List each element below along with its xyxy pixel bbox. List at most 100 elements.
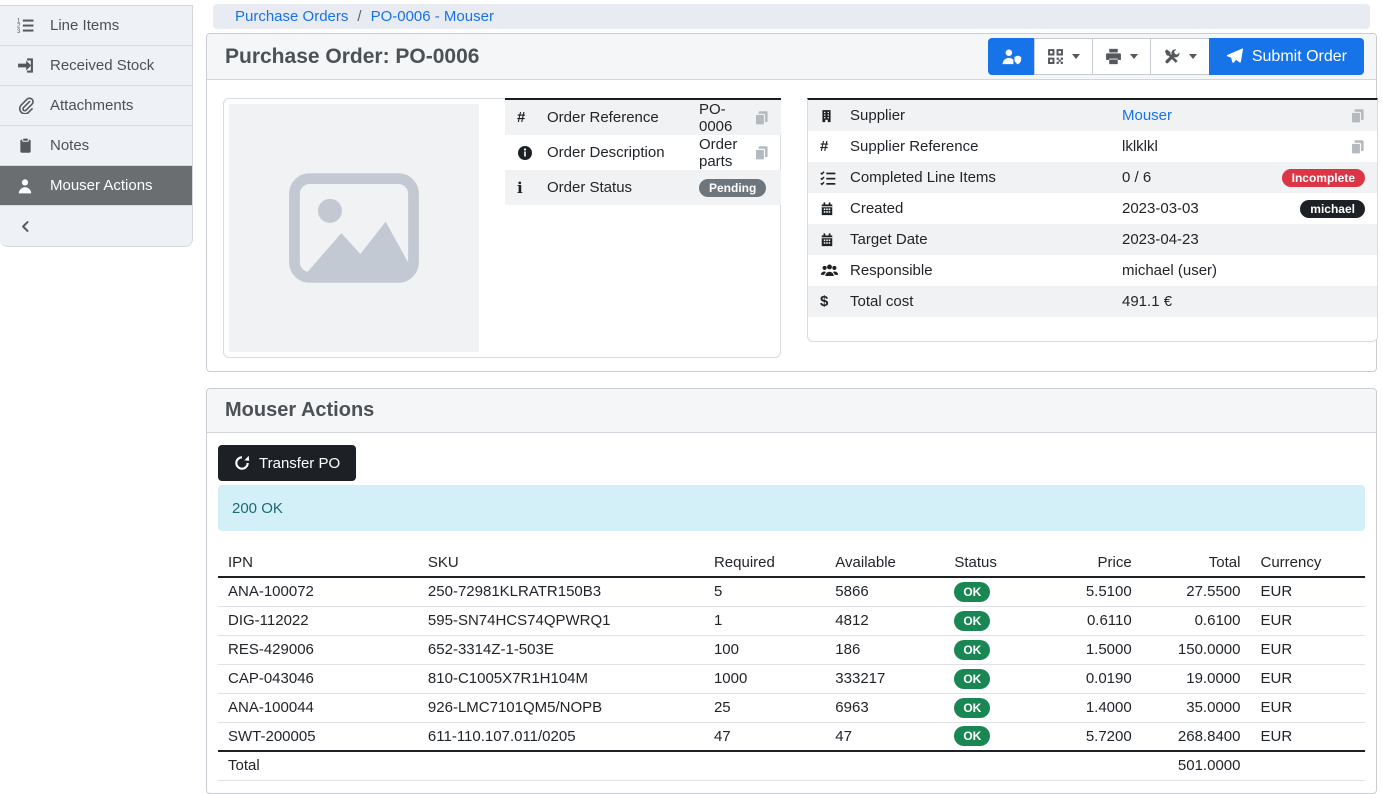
detail-label: Order Description (547, 144, 665, 161)
breadcrumb-link-current-order[interactable]: PO-0006 - Mouser (370, 8, 494, 25)
detail-value: Mouser (1122, 107, 1350, 124)
detail-label: Order Status (547, 179, 633, 196)
cell-ipn: RES-429006 (218, 635, 418, 665)
sidebar-collapse-button[interactable] (0, 206, 192, 246)
order-image-placeholder[interactable] (229, 104, 479, 352)
sidebar-item-received-stock[interactable]: Received Stock (0, 46, 192, 86)
cell-ipn: CAP-043046 (218, 664, 418, 694)
copy-icon[interactable] (754, 145, 769, 161)
ok-badge: OK (954, 639, 991, 660)
cell-sku: 250-72981KLRATR150B3 (417, 577, 704, 607)
detail-label: Completed Line Items (850, 169, 996, 186)
cell-total: 150.0000 (1141, 635, 1251, 665)
print-actions-button[interactable] (1091, 38, 1151, 75)
paper-plane-icon (1226, 48, 1252, 65)
mouser-actions-panel: Mouser Actions Transfer PO 200 OK IPN SK (206, 388, 1377, 794)
sidebar-item-label: Mouser Actions (50, 177, 153, 194)
cell-currency: EUR (1250, 664, 1365, 694)
ok-badge: OK (954, 610, 991, 631)
cell-price: 1.4000 (1075, 693, 1142, 723)
tools-icon (1163, 48, 1181, 65)
submit-order-button[interactable]: Submit Order (1208, 38, 1364, 75)
copy-icon[interactable] (1350, 139, 1365, 155)
cell-required: 25 (703, 693, 826, 723)
sidebar-item-label: Received Stock (50, 57, 155, 74)
created-row: Created 2023-03-03 michael (808, 193, 1377, 224)
ok-badge: OK (954, 726, 991, 747)
target-date-row: Target Date 2023-04-23 (808, 224, 1377, 255)
barcode-actions-button[interactable] (1033, 38, 1093, 75)
cell-price: 5.7200 (1075, 722, 1142, 752)
sidebar-item-attachments[interactable]: Attachments (0, 86, 192, 126)
users-icon (820, 263, 850, 278)
user-shield-icon (1001, 48, 1022, 65)
cell-price: 0.6110 (1075, 606, 1142, 636)
svg-text:2: 2 (17, 24, 20, 30)
panel-title: Mouser Actions (225, 399, 375, 421)
detail-label: Target Date (850, 231, 928, 248)
hashtag-icon: # (820, 138, 829, 155)
caret-down-icon (1129, 54, 1138, 59)
user-shield-button[interactable] (987, 38, 1035, 75)
cell-required: 100 (703, 635, 826, 665)
cell-available: 333217 (825, 664, 945, 694)
copy-icon[interactable] (1350, 108, 1365, 124)
detail-value: Order parts (699, 135, 738, 170)
supplier-link[interactable]: Mouser (1122, 107, 1173, 124)
sidebar-item-mouser-actions[interactable]: Mouser Actions (0, 166, 192, 206)
paperclip-icon (14, 97, 36, 114)
breadcrumb-link-purchase-orders[interactable]: Purchase Orders (235, 8, 349, 25)
ok-badge: OK (954, 581, 991, 602)
cell-available: 4812 (825, 606, 945, 636)
detail-value: michael (user) (1122, 262, 1218, 279)
order-status-row: i Order Status Pending (505, 170, 781, 205)
cell-sku: 611-110.107.011/0205 (417, 722, 704, 752)
supplier-row: Supplier Mouser (808, 100, 1377, 131)
status-alert: 200 OK (218, 485, 1365, 531)
cell-status: OK (944, 664, 1076, 694)
footer-total-label: Total (218, 750, 418, 781)
detail-label: Order Reference (547, 109, 659, 126)
cell-sku: 926-LMC7101QM5/NOPB (417, 693, 704, 723)
cell-total: 19.0000 (1141, 664, 1251, 694)
table-row: DIG-112022 595-SN74HCS74QPWRQ1 1 4812 OK… (218, 606, 1365, 636)
cell-status: OK (944, 722, 1076, 752)
column-header-required: Required (703, 548, 826, 578)
page-title: Purchase Order: PO-0006 (225, 44, 480, 68)
column-header-status: Status (944, 548, 1076, 578)
cell-sku: 595-SN74HCS74QPWRQ1 (417, 606, 704, 636)
user-badge: michael (1300, 199, 1365, 218)
sign-in-icon (14, 57, 36, 74)
cell-status: OK (944, 606, 1076, 636)
detail-label: Supplier (850, 107, 906, 124)
order-description-row: Order Description Order parts (505, 135, 781, 170)
calendar-icon (820, 232, 850, 248)
cell-price: 5.5100 (1075, 577, 1142, 607)
mouser-actions-header: Mouser Actions (207, 389, 1376, 433)
copy-icon[interactable] (754, 110, 769, 126)
detail-value: 2023-04-23 (1122, 231, 1199, 248)
line-items-table: IPN SKU Required Available Status Price … (218, 548, 1365, 781)
cell-status: OK (944, 693, 1076, 723)
order-summary-panel: # Order Reference PO-0006 Order Descript… (223, 98, 781, 358)
detail-label: Supplier Reference (850, 138, 979, 155)
table-row: CAP-043046 810-C1005X7R1H104M 1000 33321… (218, 664, 1365, 694)
column-header-price: Price (1075, 548, 1142, 578)
sidebar-item-label: Line Items (50, 17, 120, 34)
total-cost-row: $ Total cost 491.1 € (808, 286, 1377, 317)
purchase-order-header: Purchase Order: PO-0006 (207, 34, 1376, 80)
cell-ipn: ANA-100072 (218, 577, 418, 607)
order-toolbar: Submit Order (987, 38, 1364, 75)
order-actions-button[interactable] (1149, 38, 1210, 75)
sidebar-item-notes[interactable]: Notes (0, 126, 192, 166)
detail-value: PO-0006 (699, 100, 733, 135)
info-icon: i (517, 178, 523, 197)
transfer-po-button[interactable]: Transfer PO (218, 445, 357, 481)
cell-ipn: ANA-100044 (218, 693, 418, 723)
hashtag-icon: # (517, 109, 526, 126)
detail-value: 2023-03-03 (1122, 200, 1199, 217)
chevron-left-icon (14, 219, 36, 234)
column-header-total: Total (1141, 548, 1251, 578)
image-icon (278, 152, 430, 304)
